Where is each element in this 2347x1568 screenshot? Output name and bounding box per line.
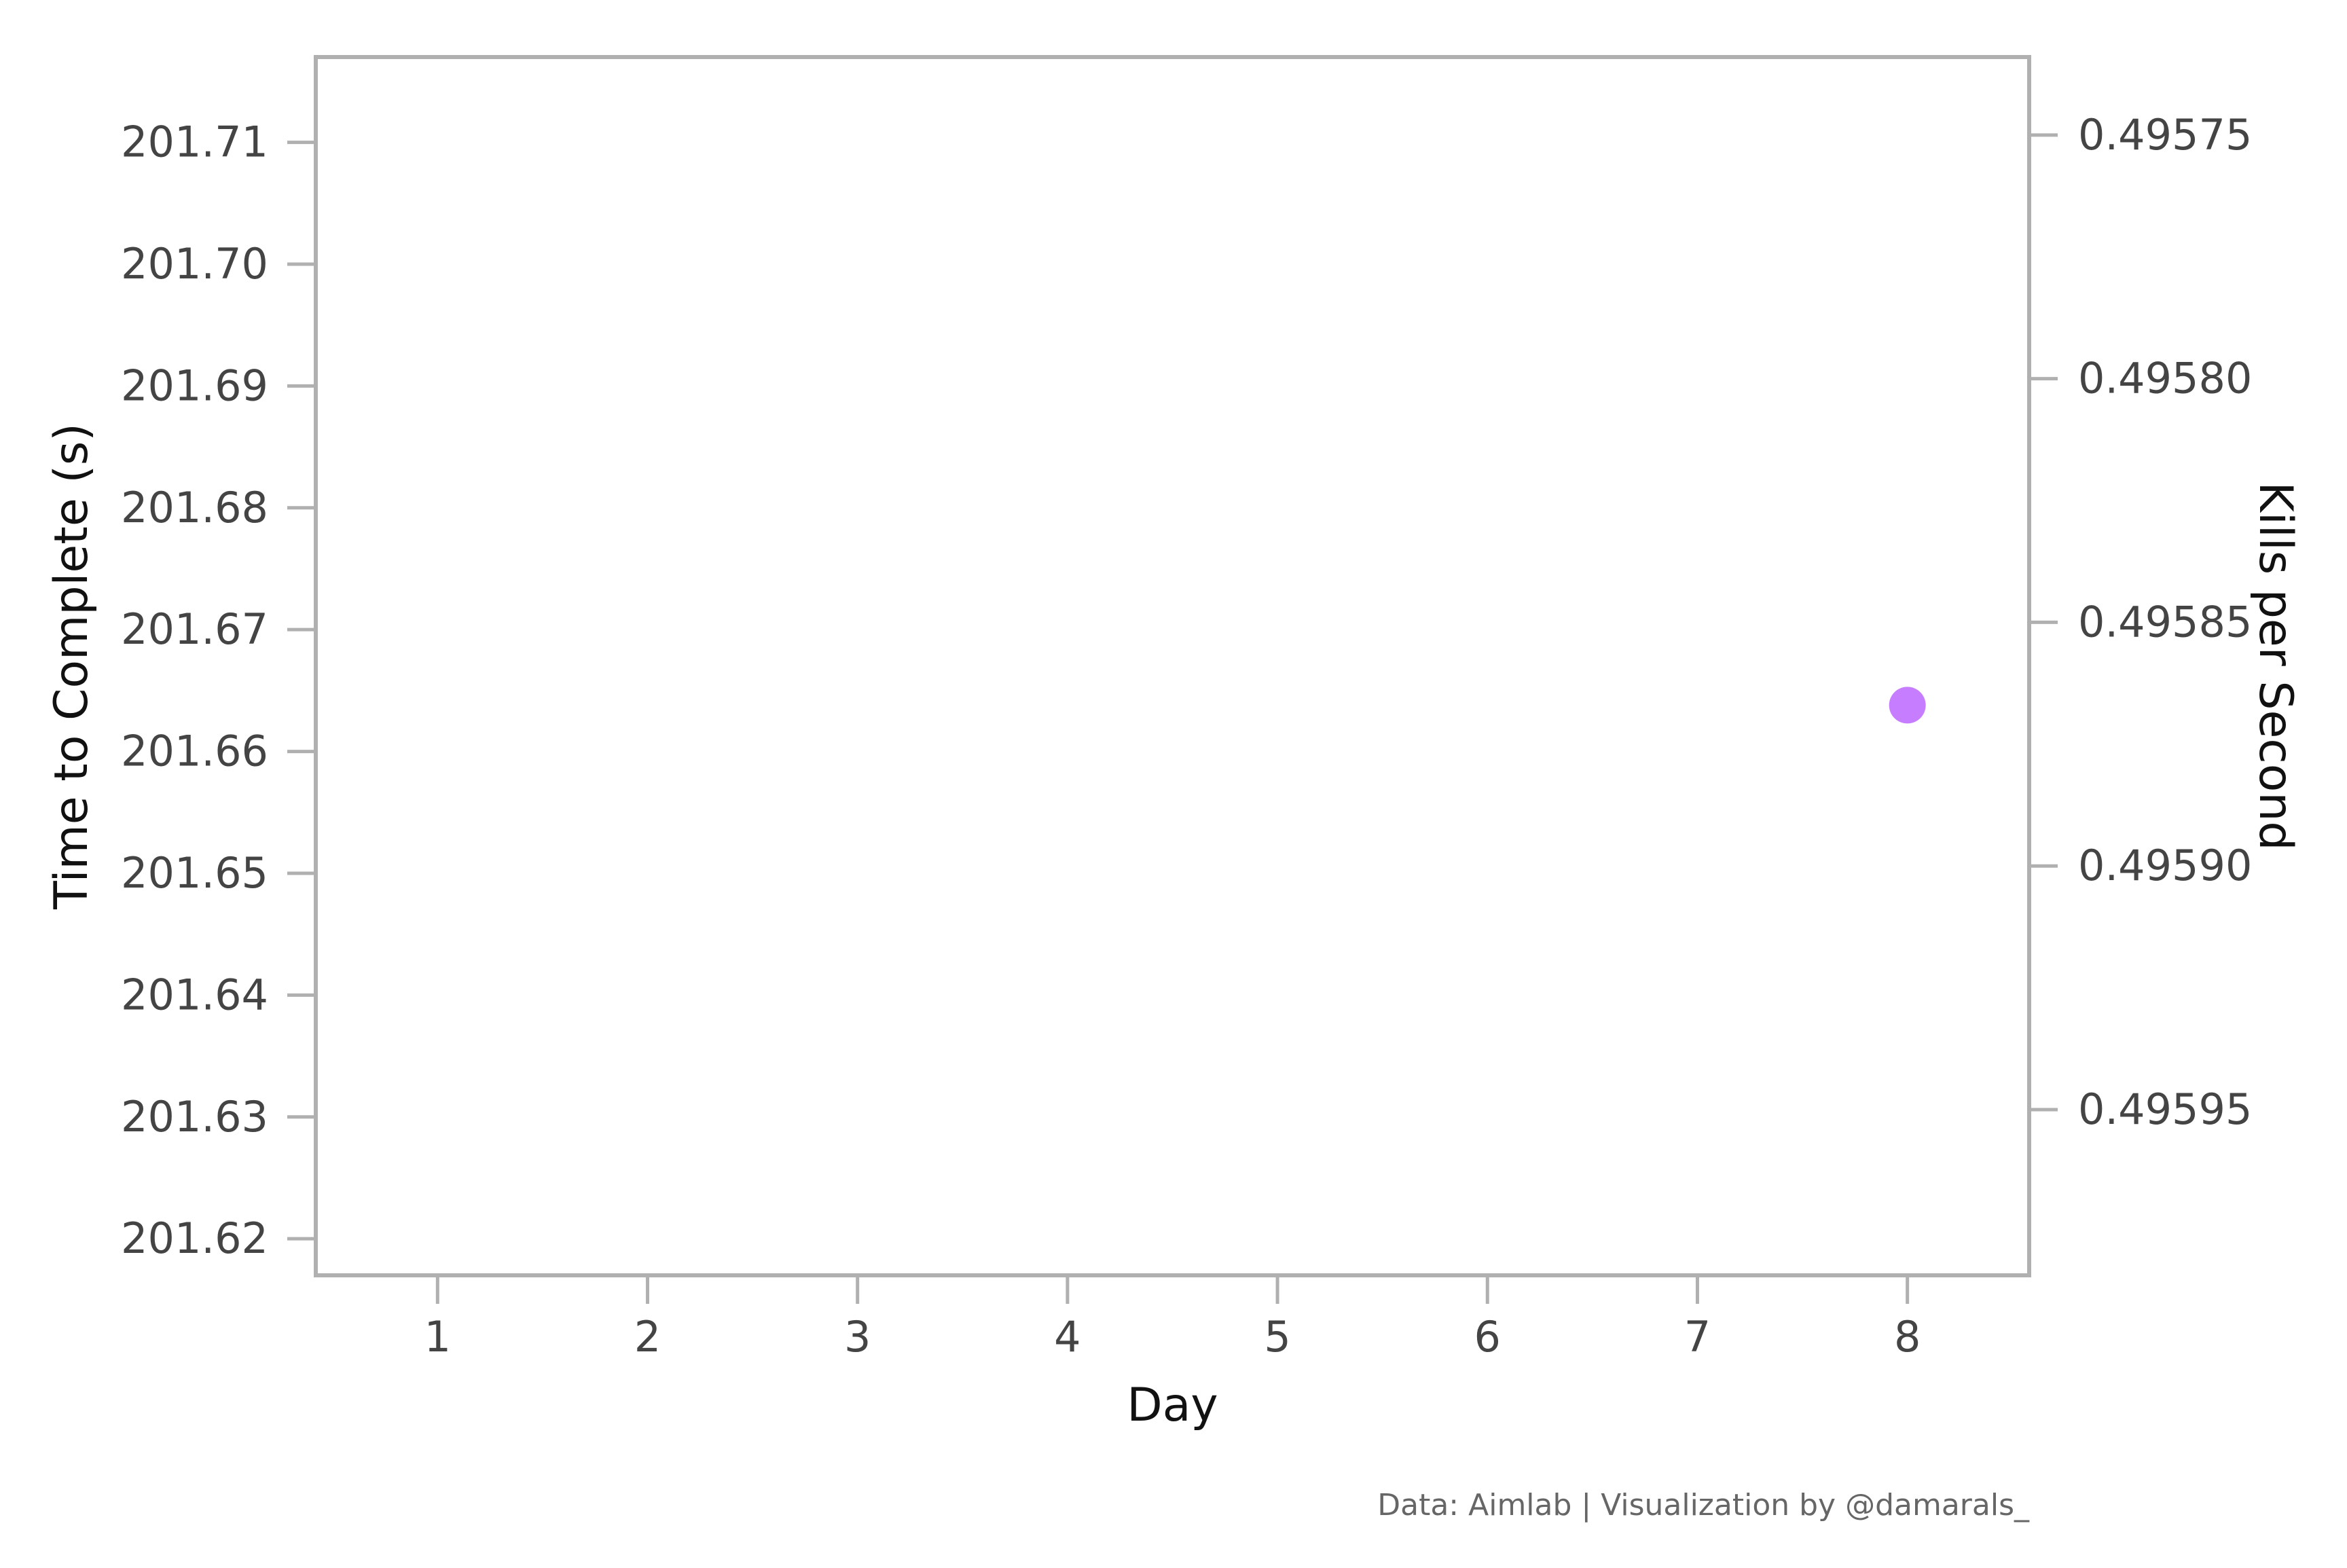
left-axis-ticks: 201.62 201.63 201.64 201.65 201.66 201.67 201.… xyxy=(121,117,316,1263)
left-tick-label: 201.69 xyxy=(121,361,268,410)
data-point xyxy=(1889,687,1926,724)
right-tick-label: 0.49590 xyxy=(2078,841,2252,890)
x-tick-label: 5 xyxy=(1264,1312,1290,1362)
left-tick-label: 201.66 xyxy=(121,727,268,776)
x-tick-label: 2 xyxy=(634,1312,661,1362)
data-points xyxy=(1889,687,1926,724)
right-tick-label: 0.49580 xyxy=(2078,354,2252,403)
plot-frame xyxy=(314,55,2031,1277)
left-tick-label: 201.68 xyxy=(121,483,268,532)
right-tick-label: 0.49585 xyxy=(2078,597,2252,646)
x-tick-label: 3 xyxy=(844,1312,871,1362)
x-tick-label: 4 xyxy=(1054,1312,1080,1362)
left-tick-label: 201.64 xyxy=(121,970,268,1019)
x-tick-label: 7 xyxy=(1684,1312,1711,1362)
right-axis-ticks: 0.49575 0.49580 0.49585 0.49590 0.49595 xyxy=(2029,110,2252,1134)
x-axis-title: Day xyxy=(1127,1379,1218,1432)
left-axis-title: Time to Complete (s) xyxy=(45,423,98,910)
x-tick-label: 8 xyxy=(1894,1312,1921,1362)
x-axis-ticks: 1 2 3 4 5 6 7 8 xyxy=(424,1275,1921,1362)
left-tick-label: 201.65 xyxy=(121,848,268,898)
right-tick-label: 0.49595 xyxy=(2078,1084,2252,1134)
x-tick-label: 6 xyxy=(1474,1312,1501,1362)
x-tick-label: 1 xyxy=(424,1312,451,1362)
left-tick-label: 201.70 xyxy=(121,239,268,289)
right-axis-title: Kills per Second xyxy=(2249,481,2302,850)
left-tick-label: 201.67 xyxy=(121,604,268,654)
left-tick-label: 201.62 xyxy=(121,1214,268,1263)
chart-caption: Data: Aimlab | Visualization by @damaral… xyxy=(1377,1488,2030,1523)
left-tick-label: 201.71 xyxy=(121,117,268,167)
right-tick-label: 0.49575 xyxy=(2078,110,2252,160)
left-tick-label: 201.63 xyxy=(121,1092,268,1142)
